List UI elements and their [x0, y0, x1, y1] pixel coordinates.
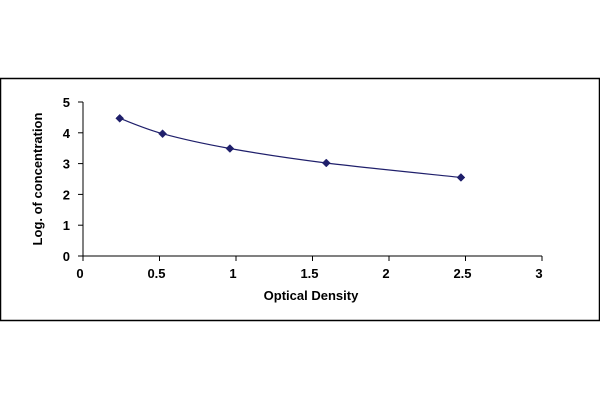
y-tick-label: 4: [63, 126, 71, 141]
x-tick-label: 0.5: [147, 266, 165, 281]
data-point: [158, 129, 167, 139]
x-tick-label: 2: [382, 266, 389, 281]
x-tick-label: 1.5: [300, 266, 318, 281]
x-tick-label: 0: [76, 266, 83, 281]
data-point: [321, 158, 331, 168]
axes: [78, 101, 543, 261]
y-tick-label: 2: [63, 187, 70, 202]
data-point: [225, 144, 235, 153]
chart-frame: [0, 77, 600, 322]
fit-curve: [119, 117, 461, 179]
data-point: [456, 173, 466, 182]
y-tick-label: 5: [63, 95, 70, 110]
data-points: [115, 113, 466, 182]
y-tick-label: 0: [63, 249, 70, 264]
y-tick-label: 1: [63, 218, 70, 233]
x-tick-label: 3: [535, 266, 542, 281]
x-tick-label: 1: [229, 266, 236, 281]
data-point: [115, 113, 125, 123]
y-tick-labels: 0 1 2 3 4 5: [63, 95, 71, 264]
x-tick-labels: 0 0.5 1 1.5 2 2.5 3: [76, 266, 542, 281]
y-axis-title: Log. of concentration: [30, 113, 45, 246]
x-tick-label: 2.5: [453, 266, 471, 281]
y-tick-label: 3: [63, 157, 70, 172]
x-axis-title: Optical Density: [264, 288, 359, 303]
